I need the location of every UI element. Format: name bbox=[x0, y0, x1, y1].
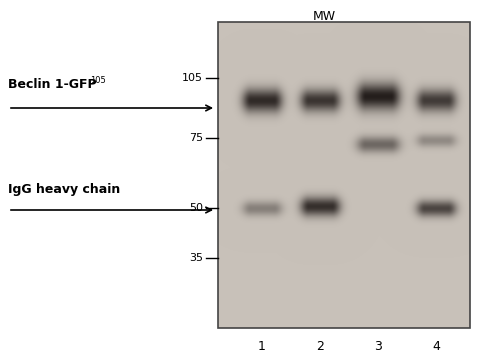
Bar bbox=[218, 22, 470, 328]
Text: 2: 2 bbox=[316, 339, 324, 352]
Text: MW: MW bbox=[312, 10, 335, 23]
Text: 75: 75 bbox=[189, 133, 203, 143]
Text: Beclin 1-GFP: Beclin 1-GFP bbox=[8, 78, 97, 91]
Text: 105: 105 bbox=[182, 73, 203, 83]
Text: 1: 1 bbox=[258, 339, 266, 352]
Text: 35: 35 bbox=[189, 253, 203, 263]
Text: 3: 3 bbox=[374, 339, 382, 352]
Text: IgG heavy chain: IgG heavy chain bbox=[8, 183, 120, 196]
Text: 105: 105 bbox=[90, 76, 106, 85]
Text: 4: 4 bbox=[432, 339, 440, 352]
Text: 50: 50 bbox=[189, 203, 203, 213]
